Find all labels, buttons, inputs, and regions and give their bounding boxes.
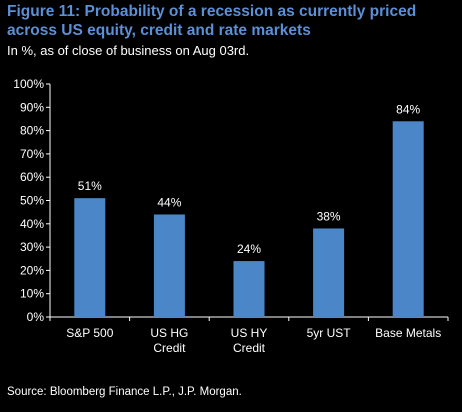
y-tick-label: 80%: [20, 124, 44, 138]
y-tick-label: 30%: [20, 240, 44, 254]
x-tick-label: US HY Credit: [231, 326, 268, 355]
bar: [74, 198, 106, 317]
x-tick-label: 5yr UST: [307, 326, 352, 340]
chart-title: Figure 11: Probability of a recession as…: [7, 3, 417, 39]
x-tick-label: Base Metals: [375, 326, 441, 340]
bar: [392, 121, 424, 317]
chart-subtitle: In %, as of close of business on Aug 03r…: [7, 43, 250, 58]
y-tick-label: 60%: [20, 170, 44, 184]
data-label: 24%: [237, 242, 261, 256]
bar-chart: 0% 10% 20% 30% 40% 50% 60% 70% 80% 90% 100% 51% S&P …: [13, 77, 449, 355]
bar: [153, 214, 185, 317]
y-tick-label: 100%: [13, 77, 44, 91]
y-tick-label: 70%: [20, 147, 44, 161]
data-label: 84%: [396, 102, 420, 116]
y-tick-label: 40%: [20, 217, 44, 231]
bar: [233, 261, 265, 317]
y-tick-label: 0%: [27, 310, 45, 324]
y-tick-label: 10%: [20, 287, 44, 301]
y-tick-label: 20%: [20, 263, 44, 277]
y-tick-label: 90%: [20, 100, 44, 114]
data-label: 38%: [317, 209, 341, 223]
data-label: 44%: [157, 195, 181, 209]
data-label: 51%: [78, 179, 102, 193]
bar: [313, 228, 345, 317]
x-tick-label: US HG Credit: [150, 326, 188, 355]
source-note: Source: Bloomberg Finance L.P., J.P. Mor…: [7, 386, 242, 398]
y-tick-label: 50%: [20, 194, 44, 208]
x-tick-label: S&P 500: [66, 326, 113, 340]
